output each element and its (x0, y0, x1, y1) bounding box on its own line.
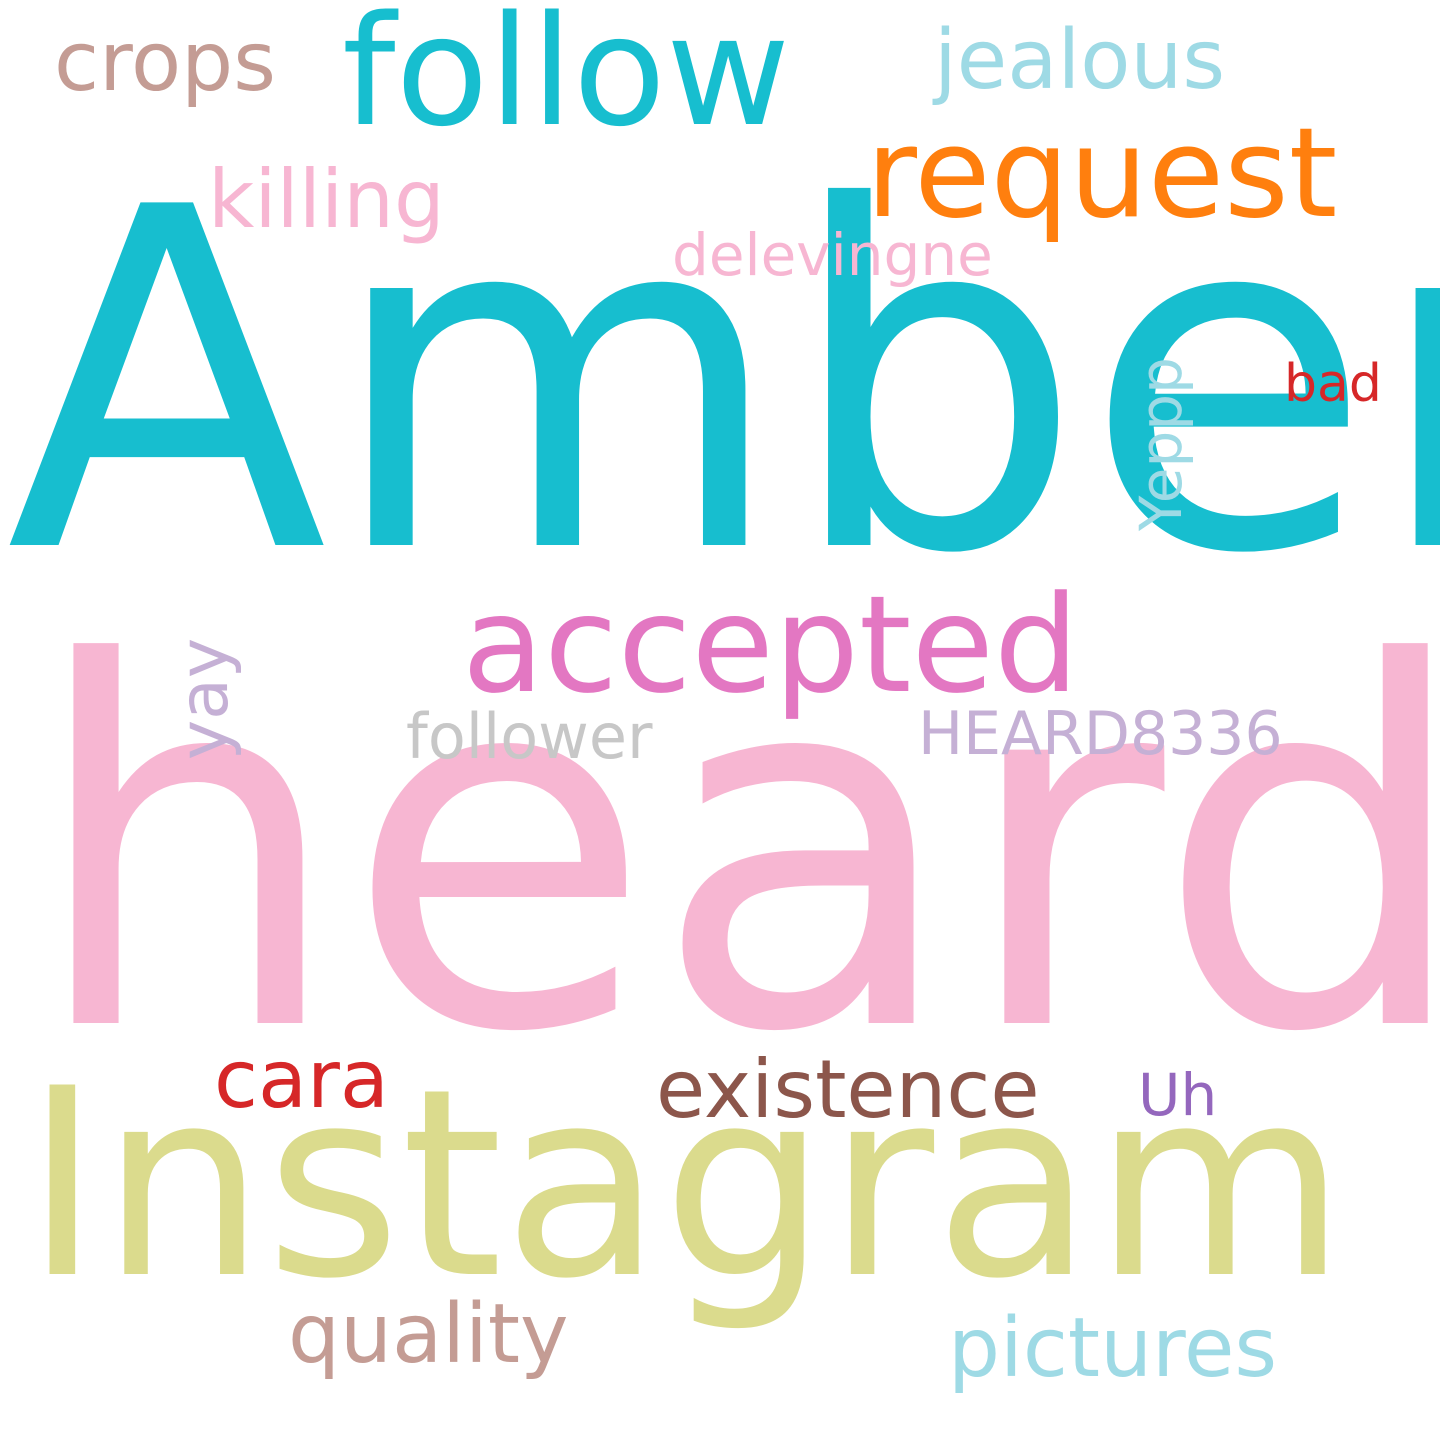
word-follow: follow (342, 0, 791, 160)
word-jealous: jealous (934, 13, 1226, 108)
word-uh: Uh (1138, 1061, 1218, 1129)
word-yay: yay (165, 637, 244, 761)
word-request: request (866, 102, 1338, 246)
word-pictures: pictures (948, 1301, 1278, 1396)
word-heard: heard (28, 559, 1440, 1141)
word-bad: bad (1284, 354, 1382, 414)
word-delevingne: delevingne (672, 221, 993, 289)
word-quality: quality (288, 1287, 569, 1382)
word-follower: follower (406, 700, 653, 773)
word-accepted: accepted (462, 567, 1080, 723)
word-yeppp: Yeppp (1127, 357, 1195, 531)
word-cara: cara (214, 1033, 389, 1126)
word-instagram: Instagram (24, 1034, 1347, 1336)
word-heard8336: HEARD8336 (918, 699, 1283, 769)
word-amber: Amber (6, 109, 1440, 656)
word-existence: existence (656, 1043, 1040, 1136)
word-crops: crops (54, 15, 276, 110)
word-killing: killing (208, 153, 445, 246)
